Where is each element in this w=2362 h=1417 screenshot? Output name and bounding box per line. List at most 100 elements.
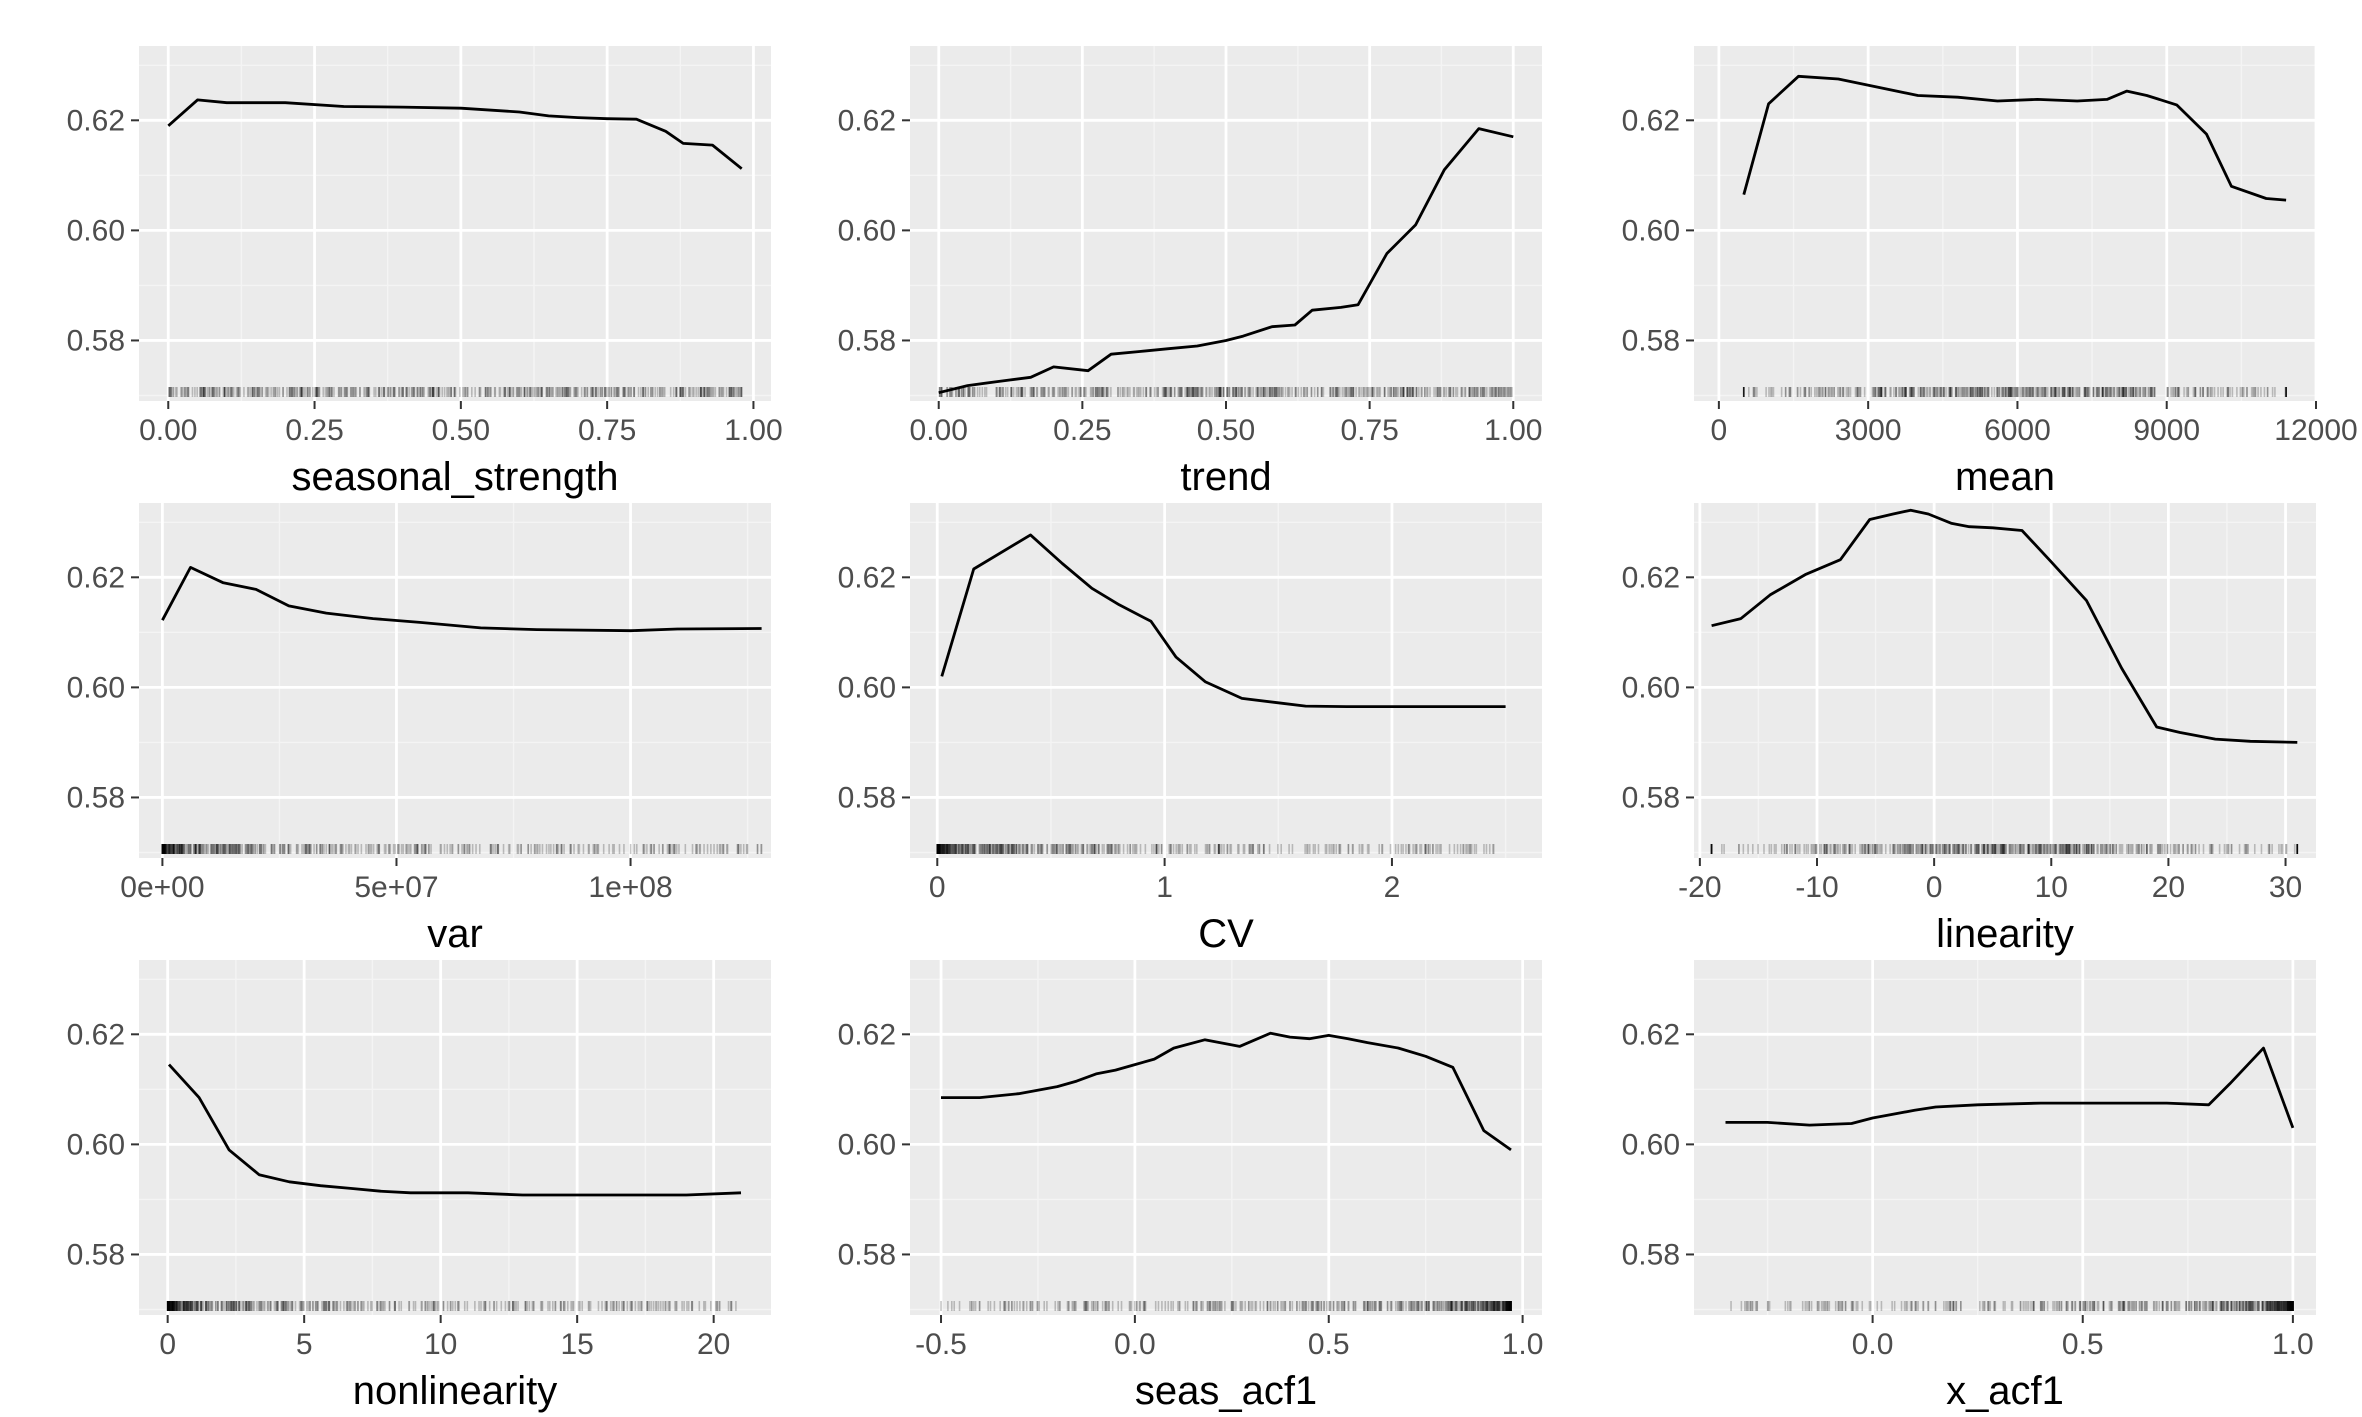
panel-mean: 0.58 0.60 0.62 0 3000 6000 9000 12000 mean [1622,46,2358,499]
series-line [1711,508,2298,744]
panel-background [139,46,771,401]
x-tick-label: 5e+07 [354,871,438,904]
x-tick-label: 20 [2152,871,2185,904]
x-axis-title: nonlinearity [353,1369,558,1413]
x-tick-label: 20 [697,1328,730,1361]
x-tick-label: -20 [1678,871,1721,904]
y-tick-label: 0.62 [67,561,125,594]
x-tick-label: 0 [159,1328,176,1361]
panel-background [910,960,1542,1315]
x-axis-title: linearity [1936,912,2074,956]
rug [166,1301,737,1311]
y-tick-label: 0.62 [838,561,896,594]
x-tick-label: 0.0 [1852,1328,1894,1361]
panel-var: 0.58 0.60 0.62 0e+00 5e+07 1e+08 var [67,503,771,956]
y-tick-label: 0.62 [1622,561,1680,594]
x-tick-label: 1.00 [724,414,782,447]
panel-background [1694,503,2316,858]
x-tick-label: -10 [1795,871,1838,904]
y-tick-label: 0.62 [1622,1018,1680,1051]
x-tick-label: 0.00 [910,414,968,447]
series-line [938,127,1514,395]
x-tick-label: 15 [560,1328,593,1361]
rug [936,844,1495,854]
panel-background [139,503,771,858]
x-tick-label: 2 [1384,871,1401,904]
series-line [167,1063,742,1197]
x-tick-label: 6000 [1984,414,2051,447]
y-tick-label: 0.58 [67,324,125,357]
y-tick-label: 0.62 [67,104,125,137]
x-tick-label: 10 [424,1328,457,1361]
y-tick-label: 0.58 [838,781,896,814]
y-tick-label: 0.60 [1622,214,1680,247]
y-tick-label: 0.60 [67,1128,125,1161]
x-tick-label: 10 [2035,871,2068,904]
series-line [940,533,1506,708]
x-tick-label: 0.5 [2062,1328,2104,1361]
x-axis-title: x_acf1 [1946,1369,2064,1413]
x-tick-label: 12000 [2274,414,2357,447]
x-tick-label: 0.75 [1340,414,1398,447]
x-tick-label: 3000 [1835,414,1902,447]
x-tick-label: 0.25 [285,414,343,447]
x-tick-label: 9000 [2133,414,2200,447]
x-axis-title: seasonal_strength [292,455,619,499]
series-line [941,1031,1512,1152]
rug [168,387,743,397]
series-line [1742,74,2287,202]
x-tick-label: 1.0 [2272,1328,2314,1361]
x-tick-label: -0.5 [915,1328,967,1361]
panel-nonlinearity: 0.58 0.60 0.62 0 5 10 15 20 nonlinearity [67,960,771,1413]
y-tick-label: 0.58 [838,1238,896,1271]
x-tick-label: 0.50 [432,414,490,447]
series-line [161,566,762,633]
y-tick-label: 0.62 [838,1018,896,1051]
x-tick-label: 0.0 [1114,1328,1156,1361]
x-axis-title: mean [1955,455,2055,499]
panel-background [1694,960,2316,1315]
series-line [167,98,743,170]
panel-CV: 0.58 0.60 0.62 0 1 2 CV [838,503,1542,956]
panel-seas_acf1: 0.58 0.60 0.62 -0.5 0.0 0.5 1.0 seas_acf1 [838,960,1544,1413]
rug [940,1301,1512,1311]
x-tick-label: 0 [1711,414,1728,447]
x-axis-title: CV [1198,912,1254,956]
x-tick-label: 0.25 [1053,414,1111,447]
x-axis-title: seas_acf1 [1135,1369,1317,1413]
y-tick-label: 0.62 [1622,104,1680,137]
panel-background [139,960,771,1315]
y-tick-label: 0.62 [838,104,896,137]
panel-background [1694,46,2316,401]
rug [1742,387,2287,397]
y-tick-label: 0.60 [838,671,896,704]
x-axis-title: trend [1180,455,1271,499]
y-tick-label: 0.58 [67,781,125,814]
x-tick-label: 1.0 [1502,1328,1544,1361]
x-tick-label: 1.00 [1484,414,1542,447]
y-tick-label: 0.58 [1622,781,1680,814]
x-tick-label: 1 [1156,871,1173,904]
y-tick-label: 0.60 [838,1128,896,1161]
panel-x_acf1: 0.58 0.60 0.62 0.0 0.5 1.0 x_acf1 [1622,960,2316,1413]
x-tick-label: 0 [929,871,946,904]
x-tick-label: 0 [1926,871,1943,904]
y-tick-label: 0.60 [1622,671,1680,704]
rug [161,844,763,854]
rug [1710,844,2299,854]
panel-linearity: 0.58 0.60 0.62 -20 -10 0 10 20 30 linearity [1622,503,2316,956]
y-tick-label: 0.60 [1622,1128,1680,1161]
x-tick-label: 0.5 [1308,1328,1350,1361]
x-tick-label: 0.75 [578,414,636,447]
panel-seasonal_strength: 0.58 0.60 0.62 0.00 0.25 0.50 0.75 1.00 seasonal… [67,46,783,499]
panel-background [910,503,1542,858]
x-tick-label: 0.00 [139,414,197,447]
x-tick-label: 30 [2269,871,2302,904]
y-tick-label: 0.60 [67,214,125,247]
rug [1730,1301,2294,1311]
y-tick-label: 0.60 [838,214,896,247]
y-tick-label: 0.58 [1622,324,1680,357]
x-axis-title: var [427,912,483,956]
panel-trend: 0.58 0.60 0.62 0.00 0.25 0.50 0.75 1.00 trend [838,46,1542,499]
